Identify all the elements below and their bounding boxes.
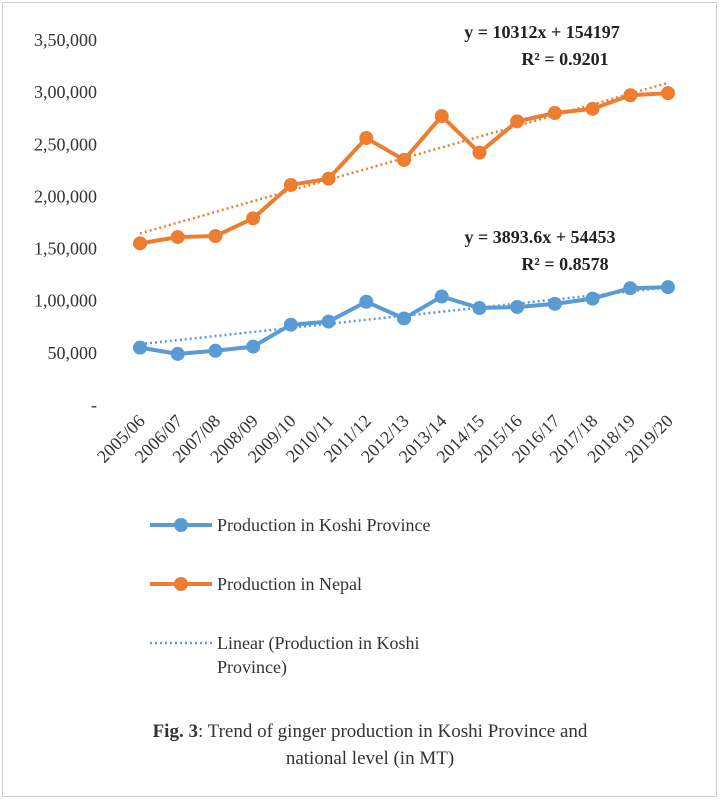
- marker: [661, 280, 675, 295]
- marker: [359, 294, 374, 309]
- marker: [321, 171, 336, 186]
- marker: [623, 88, 638, 103]
- marker: [472, 145, 487, 160]
- y-tick-label: -: [91, 395, 97, 415]
- y-tick-label: 2,00,000: [34, 186, 97, 206]
- series-line: [139, 91, 669, 246]
- marker: [208, 343, 223, 358]
- trend-line: [139, 81, 669, 235]
- annotation: R² = 0.8578: [521, 254, 608, 274]
- legend-label: Linear (Production in Koshi Province): [217, 633, 420, 677]
- annotation: R² = 0.9201: [521, 49, 608, 69]
- marker: [170, 346, 185, 361]
- marker: [133, 340, 147, 355]
- marker: [510, 299, 525, 314]
- caption: Fig. 3: Trend of ginger production in Ko…: [150, 718, 590, 772]
- y-tick-label: 3,00,000: [34, 82, 97, 102]
- marker: [661, 86, 675, 101]
- legend-marker: [174, 577, 188, 591]
- marker: [170, 230, 185, 245]
- marker: [359, 131, 374, 146]
- legend-marker: [174, 518, 188, 532]
- legend-label: Production in Koshi Province: [217, 515, 431, 535]
- marker: [321, 314, 336, 329]
- marker: [547, 106, 562, 120]
- marker: [246, 339, 261, 354]
- marker: [623, 281, 638, 296]
- marker: [246, 211, 261, 226]
- marker: [434, 109, 449, 124]
- caption-label: Fig. 3: [152, 721, 198, 742]
- marker: [208, 229, 223, 244]
- marker: [510, 114, 525, 129]
- marker: [397, 152, 411, 167]
- marker: [585, 101, 600, 116]
- legend-label: Production in Nepal: [217, 574, 362, 594]
- y-tick-label: 3,50,000: [34, 30, 97, 50]
- marker: [133, 236, 147, 251]
- marker: [585, 291, 600, 306]
- marker: [434, 289, 449, 304]
- annotation: y = 3893.6x + 54453: [464, 227, 615, 247]
- marker: [283, 317, 298, 332]
- marker: [547, 296, 562, 311]
- y-tick-label: 1,00,000: [34, 291, 97, 311]
- y-tick-label: 1,50,000: [34, 239, 97, 259]
- marker: [397, 311, 411, 326]
- annotation: y = 10312x + 154197: [464, 22, 620, 42]
- caption-text: : Trend of ginger production in Koshi Pr…: [197, 721, 588, 769]
- marker: [472, 301, 487, 316]
- marker: [283, 177, 298, 192]
- y-tick-label: 50,000: [48, 343, 98, 363]
- y-tick-label: 2,50,000: [34, 134, 97, 154]
